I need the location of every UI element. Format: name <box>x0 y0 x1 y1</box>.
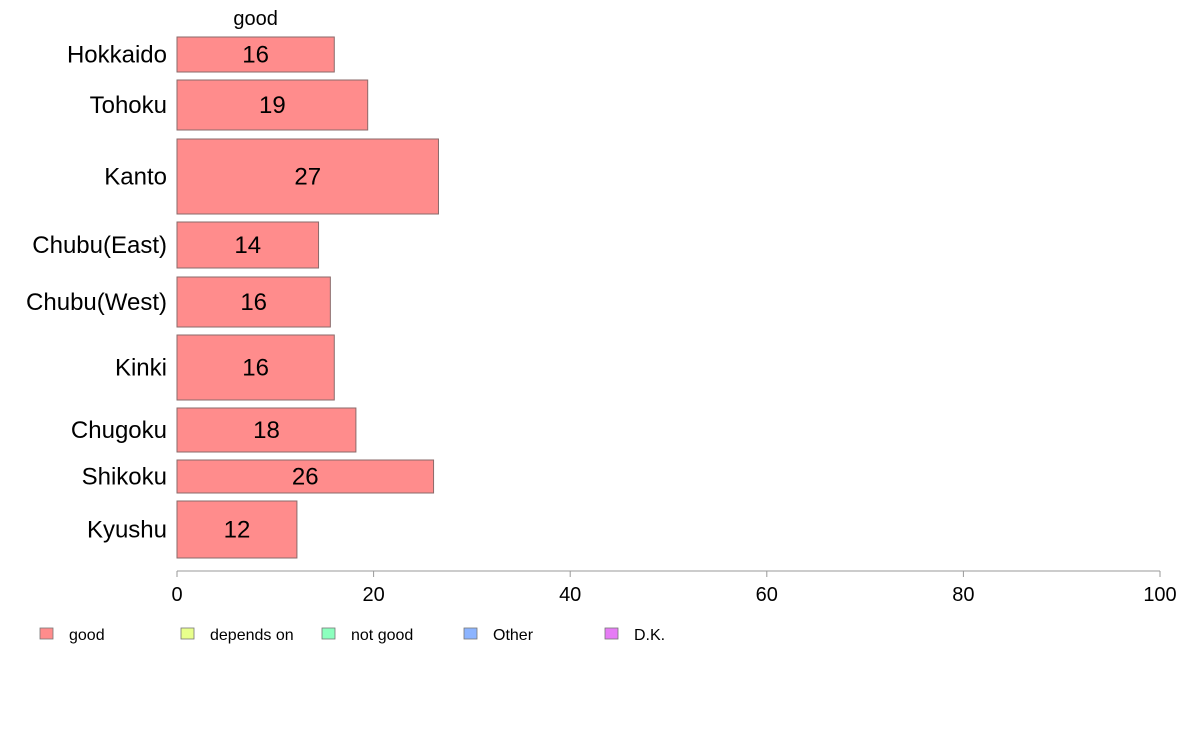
category-label: Chubu(West) <box>26 289 167 316</box>
legend-swatch <box>604 627 619 640</box>
legend-label: not good <box>351 627 413 644</box>
bar-good-Chugoku <box>176 407 357 453</box>
category-label: Chugoku <box>71 417 167 444</box>
bar-good-Kyushu <box>176 500 298 559</box>
bar-group: 16 19 27 14 16 16 18 26 12 <box>176 36 439 559</box>
bar-value-label: 27 <box>294 164 321 191</box>
category-labels: Hokkaido Tohoku Kanto Chubu(East) Chubu(West… <box>26 42 167 544</box>
x-tick-label: 80 <box>952 584 974 606</box>
bar-value-label: 19 <box>259 92 286 119</box>
legend-label: Other <box>493 627 534 644</box>
bar-value-label: 16 <box>242 42 269 69</box>
legend-label: good <box>69 627 105 644</box>
bar-value-label: 26 <box>292 464 319 491</box>
legend-swatch <box>463 627 478 640</box>
x-tick-label: 40 <box>559 584 581 606</box>
category-label: Chubu(East) <box>32 232 167 259</box>
bar-good-Kanto <box>176 138 439 215</box>
x-tick-label: 0 <box>171 584 182 606</box>
bar-good-Hokkaido <box>176 36 335 73</box>
series-header: good <box>233 8 278 30</box>
category-label: Kanto <box>104 164 167 191</box>
legend-label: D.K. <box>634 627 665 644</box>
bar-value-label: 18 <box>253 417 280 444</box>
bar-value-label: 14 <box>234 232 261 259</box>
bar-good-Shikoku <box>176 459 435 494</box>
x-tick-label: 20 <box>362 584 384 606</box>
bar-good-Tohoku <box>176 79 369 131</box>
legend-swatch <box>39 627 54 640</box>
x-tick-label: 60 <box>756 584 778 606</box>
category-label: Shikoku <box>82 464 167 491</box>
bar-value-label: 16 <box>240 289 267 316</box>
legend-swatch <box>180 627 195 640</box>
bar-good-Chubu(East) <box>176 221 320 269</box>
bar-good-Kinki <box>176 334 335 401</box>
category-label: Tohoku <box>90 92 167 119</box>
category-label: Kinki <box>115 355 167 382</box>
bar-value-label: 12 <box>224 517 251 544</box>
bar-good-Chubu(West) <box>176 276 331 328</box>
bar-value-label: 16 <box>242 355 269 382</box>
category-label: Kyushu <box>87 517 167 544</box>
legend-label: depends on <box>210 627 294 644</box>
x-tick-label: 100 <box>1143 584 1176 606</box>
x-axis: 0 20 40 60 80 100 <box>171 570 1177 606</box>
legend: good depends on not good Other D.K. <box>39 627 665 644</box>
category-label: Hokkaido <box>67 42 167 69</box>
legend-swatch <box>321 627 336 640</box>
